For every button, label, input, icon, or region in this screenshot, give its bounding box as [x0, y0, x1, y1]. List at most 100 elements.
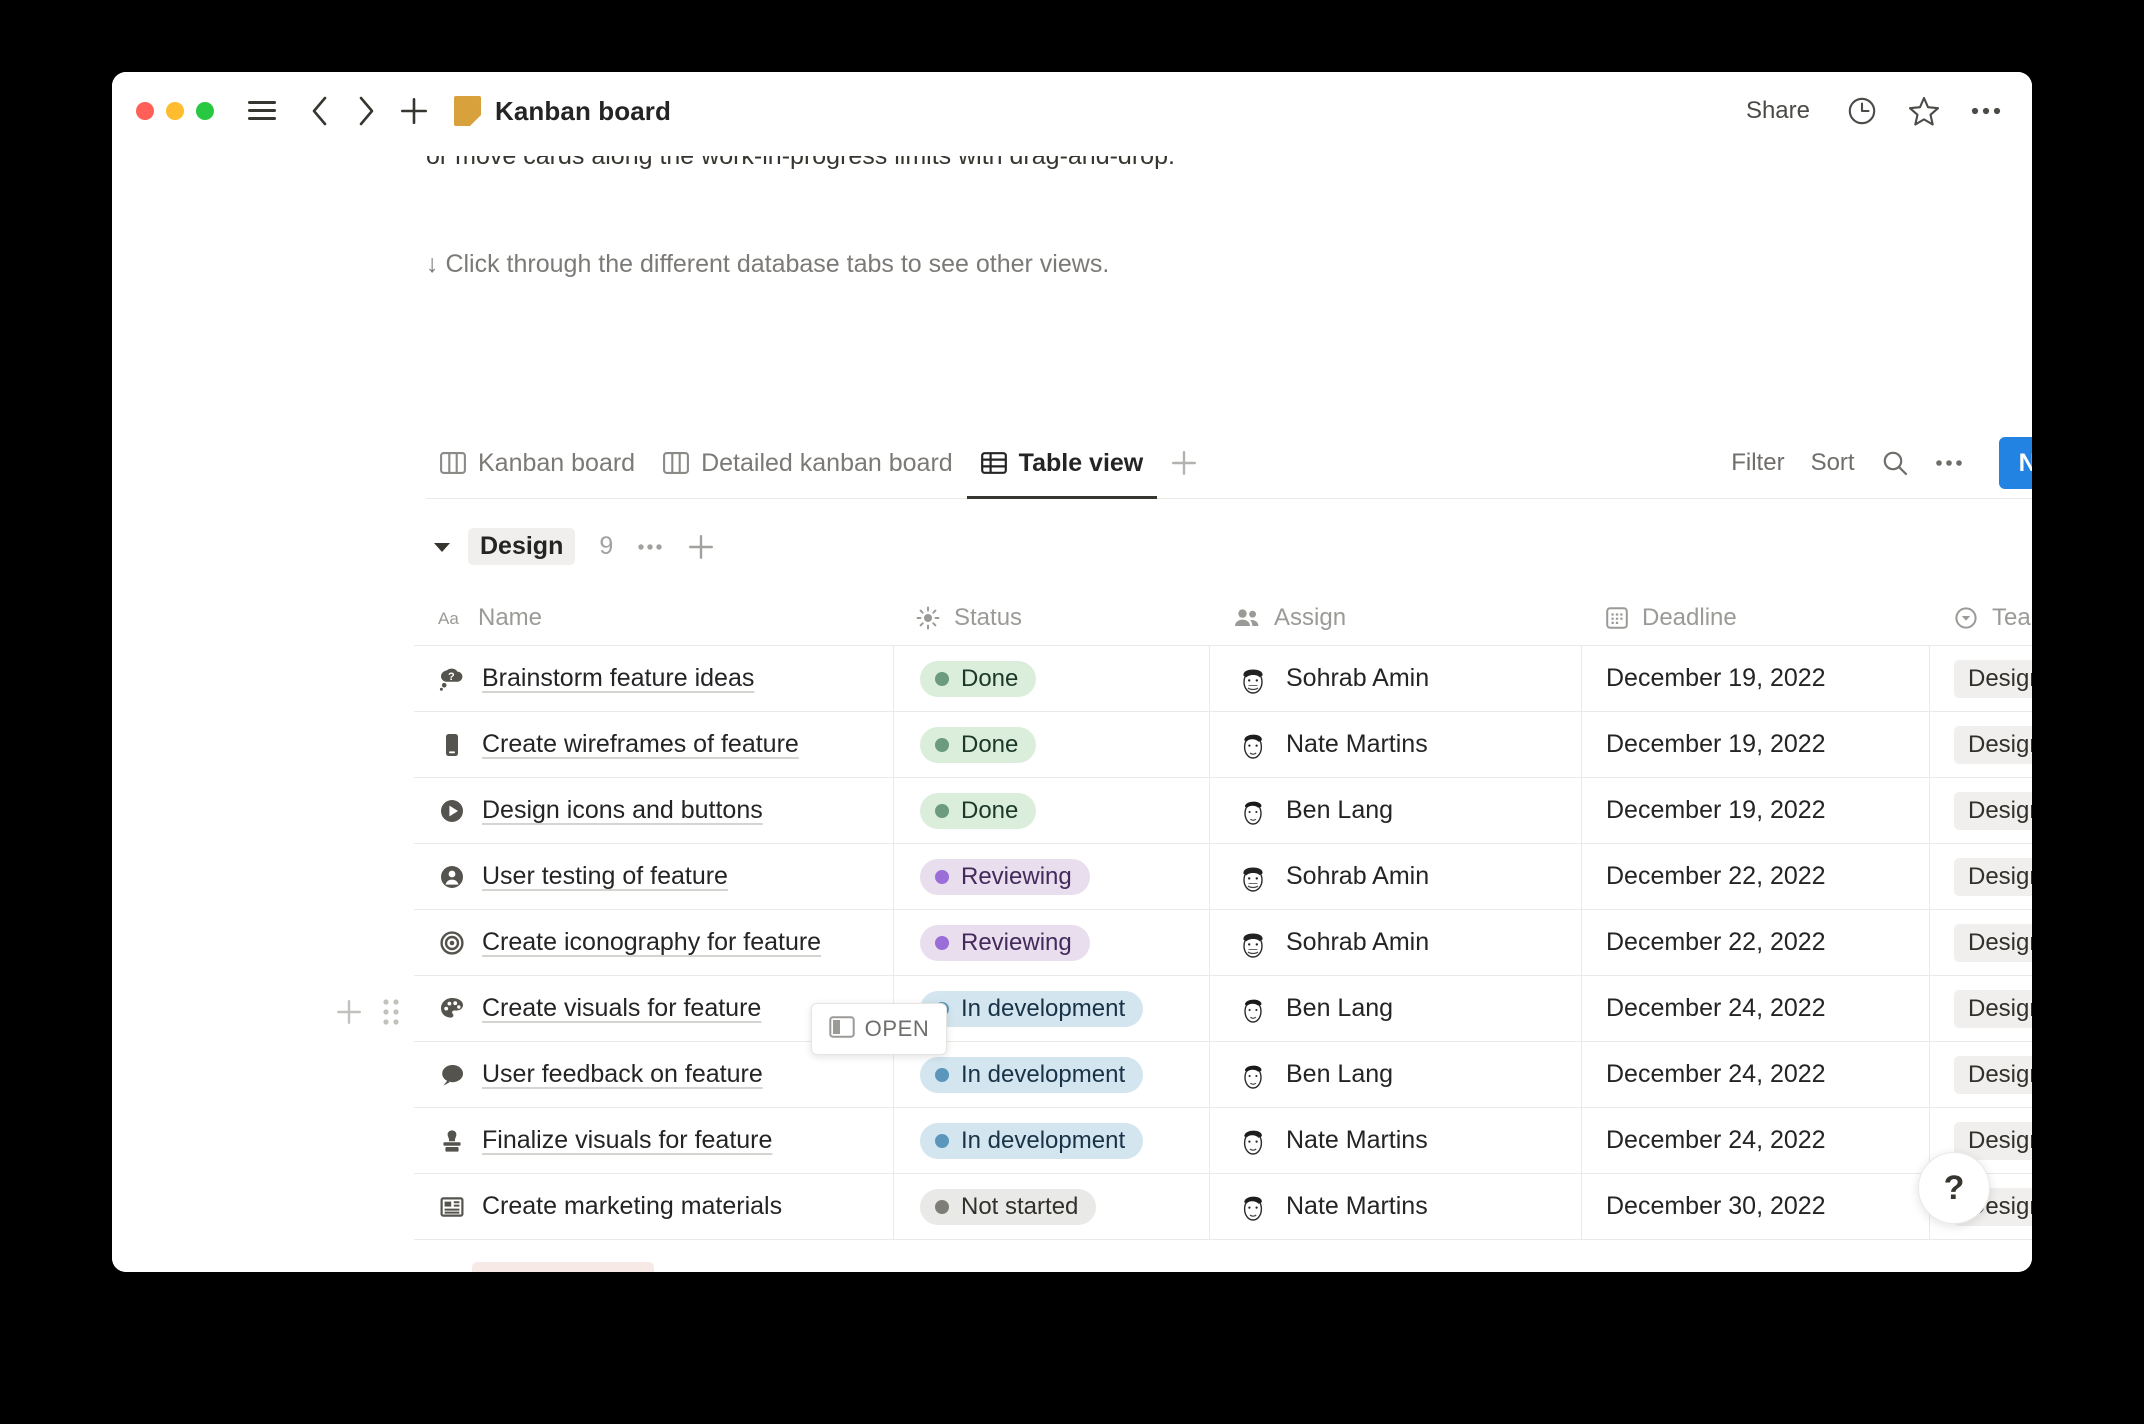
cell-team[interactable]: Design [1930, 910, 2032, 975]
more-icon[interactable] [637, 543, 663, 551]
share-button[interactable]: Share [1745, 97, 1810, 124]
cell-deadline[interactable]: December 24, 2022 [1582, 976, 1930, 1041]
table-row[interactable]: Create marketing materials Not started N… [414, 1174, 2032, 1240]
cell-name[interactable]: Design icons and buttons [414, 778, 894, 843]
cell-assign[interactable]: Sohrab Amin [1210, 646, 1582, 711]
cell-deadline[interactable]: December 30, 2022 [1582, 1174, 1930, 1239]
cell-name[interactable]: Create wireframes of feature [414, 712, 894, 777]
plus-icon[interactable] [392, 89, 436, 133]
deadline-date: December 22, 2022 [1606, 928, 1826, 956]
row-title[interactable]: Create marketing materials [482, 1192, 783, 1220]
cell-deadline[interactable]: December 19, 2022 [1582, 646, 1930, 711]
cell-name[interactable]: ? Brainstorm feature ideas [414, 646, 894, 711]
deadline-date: December 19, 2022 [1606, 664, 1826, 692]
cell-assign[interactable]: Nate Martins [1210, 1174, 1582, 1239]
cell-team[interactable]: Design [1930, 1042, 2032, 1107]
history-clock-icon[interactable] [1842, 91, 1882, 131]
cell-status[interactable]: Done [894, 646, 1210, 711]
cell-team[interactable]: Design [1930, 976, 2032, 1041]
cell-status[interactable]: In development [894, 1042, 1210, 1107]
more-icon[interactable] [1966, 91, 2006, 131]
cell-assign[interactable]: Ben Lang [1210, 1042, 1582, 1107]
zoom-button[interactable] [196, 102, 214, 120]
tab-detailed-kanban-board[interactable]: Detailed kanban board [649, 427, 967, 499]
table-row[interactable]: Finalize visuals for feature In developm… [414, 1108, 2032, 1174]
row-title[interactable]: Create wireframes of feature [482, 730, 799, 758]
column-header-assign[interactable]: Assign [1210, 590, 1582, 645]
cell-team[interactable]: Design [1930, 778, 2032, 843]
cell-status[interactable]: In development [894, 1108, 1210, 1173]
add-new-row-button[interactable]: New [414, 1256, 2032, 1273]
column-header-team[interactable]: Team [1930, 590, 2032, 645]
cell-assign[interactable]: Sohrab Amin [1210, 910, 1582, 975]
hamburger-icon[interactable] [240, 89, 284, 133]
cell-status[interactable]: Done [894, 778, 1210, 843]
sort-button[interactable]: Sort [1810, 449, 1855, 476]
cell-status[interactable]: Reviewing [894, 844, 1210, 909]
cell-deadline[interactable]: December 22, 2022 [1582, 910, 1930, 975]
cell-assign[interactable]: Nate Martins [1210, 1108, 1582, 1173]
cell-name[interactable]: User feedback on feature [414, 1042, 894, 1107]
cell-deadline[interactable]: December 19, 2022 [1582, 778, 1930, 843]
cell-status[interactable]: Reviewing [894, 910, 1210, 975]
more-icon[interactable] [1935, 459, 1963, 467]
row-title[interactable]: User testing of feature [482, 862, 728, 890]
caret-down-icon[interactable] [426, 540, 458, 554]
cell-name[interactable]: Finalize visuals for feature [414, 1108, 894, 1173]
minimize-button[interactable] [166, 102, 184, 120]
cell-name[interactable]: Create iconography for feature [414, 910, 894, 975]
row-title[interactable]: Create iconography for feature [482, 928, 822, 956]
row-title[interactable]: User feedback on feature [482, 1060, 763, 1088]
group-name[interactable]: Design [468, 528, 576, 565]
back-icon[interactable] [298, 89, 342, 133]
cell-assign[interactable]: Ben Lang [1210, 778, 1582, 843]
cell-name[interactable]: Create visuals for feature [414, 976, 894, 1041]
add-view-icon[interactable] [1169, 448, 1199, 478]
table-row[interactable]: User feedback on feature In development … [414, 1042, 2032, 1108]
column-header-status[interactable]: Status [894, 590, 1210, 645]
cell-team[interactable]: Design [1930, 844, 2032, 909]
row-title[interactable]: Brainstorm feature ideas [482, 664, 755, 692]
tab-table-view[interactable]: Table view [966, 427, 1158, 499]
cell-status[interactable]: Not started [894, 1174, 1210, 1239]
cell-deadline[interactable]: December 19, 2022 [1582, 712, 1930, 777]
cell-assign[interactable]: Nate Martins [1210, 712, 1582, 777]
avatar [1236, 1123, 1270, 1158]
table-row[interactable]: Create visuals for feature In developmen… [414, 976, 2032, 1042]
drag-grip-icon[interactable] [382, 998, 400, 1031]
star-icon[interactable] [1904, 91, 1944, 131]
cell-assign[interactable]: Ben Lang [1210, 976, 1582, 1041]
cell-deadline[interactable]: December 22, 2022 [1582, 844, 1930, 909]
row-title[interactable]: Finalize visuals for feature [482, 1126, 773, 1154]
row-title[interactable]: Create visuals for feature [482, 994, 762, 1022]
table-row[interactable]: ? Brainstorm feature ideas Done Sohrab [414, 646, 2032, 712]
close-button[interactable] [136, 102, 154, 120]
tab-kanban-board[interactable]: Kanban board [426, 427, 649, 499]
cell-assign[interactable]: Sohrab Amin [1210, 844, 1582, 909]
cell-status[interactable]: Done [894, 712, 1210, 777]
filter-button[interactable]: Filter [1731, 449, 1785, 476]
cell-team[interactable]: Design [1930, 646, 2032, 711]
open-peek-button[interactable]: OPEN [811, 1003, 947, 1055]
search-icon[interactable] [1881, 449, 1909, 477]
cell-deadline[interactable]: December 24, 2022 [1582, 1042, 1930, 1107]
help-button[interactable]: ? [1918, 1152, 1990, 1224]
table-row[interactable]: Create wireframes of feature Done Nate M… [414, 712, 2032, 778]
plus-icon[interactable] [334, 997, 364, 1032]
cell-team[interactable]: Design [1930, 712, 2032, 777]
cell-deadline[interactable]: December 24, 2022 [1582, 1108, 1930, 1173]
forward-icon[interactable] [344, 89, 388, 133]
cell-name[interactable]: User testing of feature [414, 844, 894, 909]
column-header-deadline[interactable]: Deadline [1582, 590, 1930, 645]
column-header-name[interactable]: Aa Name [414, 590, 894, 645]
cell-name[interactable]: Create marketing materials [414, 1174, 894, 1239]
table-row[interactable]: User testing of feature Reviewing Sohrab… [414, 844, 2032, 910]
new-button[interactable]: New [2018, 448, 2032, 477]
cell-team[interactable]: Design [1930, 1108, 2032, 1173]
document-title-chip[interactable]: Kanban board [454, 96, 671, 127]
cell-status[interactable]: In development [894, 976, 1210, 1041]
plus-icon[interactable] [687, 533, 715, 561]
table-row[interactable]: Design icons and buttons Done Ben Lang D… [414, 778, 2032, 844]
row-title[interactable]: Design icons and buttons [482, 796, 763, 824]
table-row[interactable]: Create iconography for feature Reviewing… [414, 910, 2032, 976]
